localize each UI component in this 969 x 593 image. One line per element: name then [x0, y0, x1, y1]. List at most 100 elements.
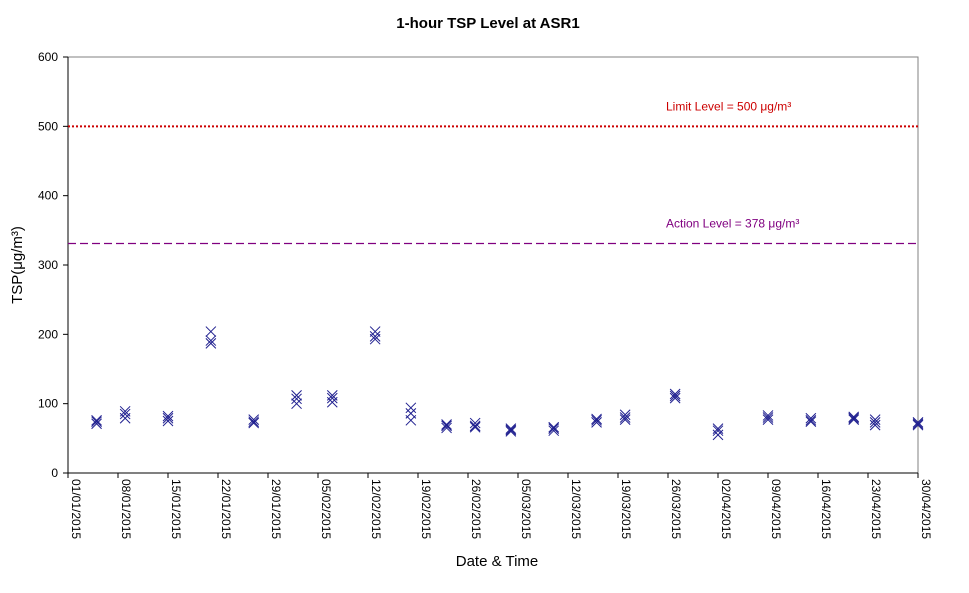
data-point-stroke	[762, 410, 774, 421]
data-point-stroke	[405, 402, 417, 414]
data-point	[441, 419, 452, 430]
data-point	[369, 326, 381, 337]
data-point	[912, 417, 924, 428]
data-point	[469, 421, 481, 433]
data-point	[762, 410, 774, 421]
data-point	[669, 392, 681, 404]
data-point	[548, 423, 560, 434]
data-point-stroke	[669, 390, 681, 402]
x-tick-label: 23/04/2015	[869, 479, 883, 539]
y-tick-label: 300	[38, 258, 58, 272]
data-point	[326, 389, 338, 401]
reference-lines: Limit Level = 500 μg/m³ Action Level = 37…	[68, 99, 918, 245]
data-point	[848, 412, 860, 424]
y-axis: 0 100 200 300 400 500 600	[38, 50, 69, 480]
data-point	[505, 424, 517, 436]
data-point-stroke	[869, 417, 881, 428]
data-point	[405, 408, 417, 419]
data-point	[869, 419, 881, 431]
data-point	[712, 423, 724, 434]
reference-line-label: Action Level = 378 μg/m³	[666, 217, 799, 231]
data-point-stroke	[162, 415, 174, 427]
data-point-stroke	[712, 423, 724, 434]
data-point-stroke	[548, 421, 560, 433]
data-point	[619, 412, 631, 423]
data-point	[619, 414, 631, 425]
y-tick-label: 400	[38, 189, 58, 203]
data-point	[548, 425, 560, 437]
data-point-stroke	[848, 411, 860, 423]
data-point	[912, 419, 924, 431]
y-tick-label: 100	[38, 397, 58, 411]
data-point	[441, 422, 452, 434]
y-tick-label: 200	[38, 327, 58, 341]
data-point	[248, 416, 260, 428]
data-point-stroke	[505, 424, 517, 436]
data-point	[369, 331, 381, 342]
data-point-stroke	[326, 392, 338, 404]
x-tick-label: 16/04/2015	[819, 479, 833, 539]
x-tick-label: 02/04/2015	[719, 479, 733, 539]
data-point-stroke	[205, 326, 217, 337]
data-point	[205, 337, 217, 349]
data-point	[119, 408, 131, 420]
data-point	[762, 414, 774, 425]
data-point	[869, 417, 881, 428]
data-point-stroke	[162, 410, 174, 422]
x-tick-label: 08/01/2015	[119, 479, 133, 539]
data-point-stroke	[619, 412, 631, 423]
x-axis: 01/01/2015 08/01/2015 15/01/2015 22/01/2015…	[67, 472, 933, 539]
data-point-stroke	[119, 405, 131, 417]
x-tick-label: 26/03/2015	[669, 479, 683, 539]
data-point-stroke	[91, 414, 102, 426]
data-point-stroke	[91, 418, 102, 430]
x-tick-label: 15/01/2015	[169, 479, 183, 539]
chart-title: 1-hour TSP Level at ASR1	[396, 15, 579, 32]
data-point-stroke	[505, 426, 517, 437]
data-point-stroke	[248, 417, 260, 429]
data-point-stroke	[912, 419, 924, 431]
data-point-stroke	[669, 388, 681, 400]
data-point-stroke	[912, 418, 924, 430]
data-point-stroke	[619, 409, 631, 421]
data-point	[712, 425, 724, 437]
data-point-stroke	[291, 389, 302, 401]
y-axis-label: TSP(μg/m³)	[9, 226, 26, 304]
data-point-stroke	[619, 414, 631, 425]
x-tick-label: 19/02/2015	[419, 479, 433, 539]
x-tick-label: 12/03/2015	[569, 479, 583, 539]
data-point	[619, 409, 631, 421]
data-point	[441, 420, 452, 432]
data-point-stroke	[248, 416, 260, 428]
data-point-stroke	[912, 417, 924, 428]
data-point	[205, 326, 217, 337]
plot-area	[67, 56, 919, 474]
data-point	[805, 414, 817, 426]
data-point	[469, 420, 481, 432]
data-point-stroke	[469, 420, 481, 432]
data-point-stroke	[762, 412, 774, 423]
data-point	[291, 398, 302, 410]
data-points	[91, 326, 924, 441]
data-point-stroke	[291, 393, 302, 405]
data-point	[119, 405, 131, 417]
data-point-stroke	[91, 416, 102, 428]
data-point-stroke	[548, 425, 560, 437]
data-point	[326, 392, 338, 404]
data-point	[591, 417, 602, 428]
data-point	[162, 412, 174, 424]
data-point-stroke	[291, 398, 302, 410]
data-point	[205, 335, 217, 346]
data-point-stroke	[469, 417, 481, 429]
data-point-stroke	[805, 412, 817, 424]
data-point	[762, 412, 774, 423]
data-point-stroke	[369, 331, 381, 342]
x-tick-label: 01/01/2015	[69, 479, 83, 539]
data-point	[669, 388, 681, 400]
data-point	[91, 418, 102, 430]
data-point-stroke	[162, 412, 174, 424]
data-point-stroke	[712, 425, 724, 437]
data-point-stroke	[469, 421, 481, 433]
x-tick-label: 05/03/2015	[519, 479, 533, 539]
